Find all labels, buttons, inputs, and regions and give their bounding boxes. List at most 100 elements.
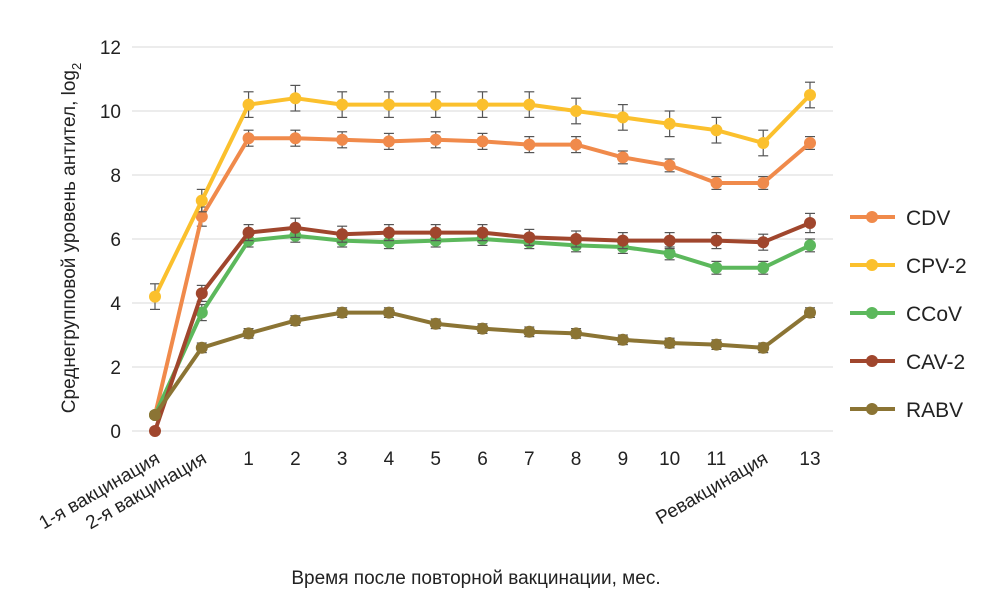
y-tick-label: 0 [110,422,121,443]
data-point [336,133,349,146]
y-tick-label: 4 [110,294,121,315]
legend-label: RABV [906,399,963,422]
data-point [616,111,629,124]
data-point [804,137,816,149]
data-point [476,322,489,335]
x-tick-label: 13 [799,449,820,470]
y-tick-label: 8 [110,166,121,187]
data-point [195,210,208,223]
data-point [476,226,489,239]
data-point [382,306,395,319]
data-point [336,306,349,319]
data-point [804,89,816,101]
legend-swatch-marker [866,211,878,223]
x-tick-label: 10 [659,449,680,470]
series-cav-2 [149,212,816,437]
legend-label: CPV-2 [906,255,967,278]
series-group [149,81,816,437]
legend-item: CDV [850,207,950,230]
series-rabv [149,306,816,421]
data-point [570,138,583,151]
legend-swatch-marker [866,259,878,271]
data-point [570,233,583,245]
data-point [429,317,442,330]
legend-item: CPV-2 [850,255,967,278]
data-point [289,92,302,105]
data-point [476,135,489,148]
x-tick-label: 7 [524,449,535,470]
data-point [804,306,816,319]
y-tick-label: 6 [110,230,121,251]
series-cpv-2 [149,81,816,310]
x-tick-label: 6 [477,449,488,470]
data-point [663,159,676,172]
y-axis-title-subscript: 2 [69,63,84,70]
data-point [242,98,255,111]
legend-label: CAV-2 [906,351,965,374]
data-point [149,425,161,437]
data-point [757,177,770,189]
x-tick-label: 11 [707,449,727,470]
data-point [289,314,302,327]
data-point [804,217,816,229]
data-point [523,231,536,244]
data-point [382,98,395,111]
data-point [570,105,583,117]
data-point [195,306,208,319]
data-point [429,226,442,239]
x-tick-label: 8 [571,449,582,470]
data-point [523,98,536,111]
series-cdv [149,129,816,421]
y-tick-label: 10 [100,102,121,123]
legend: CDV CPV-2 CCoV CAV-2 RABV [850,207,967,422]
data-point [757,261,770,274]
data-point [429,98,442,111]
data-point [195,287,208,300]
data-point [289,132,302,145]
data-point [382,226,395,239]
data-point [476,98,489,111]
data-point [523,138,536,151]
data-point [195,341,208,354]
legend-swatch-marker [866,355,878,367]
data-point [242,132,255,145]
x-tick-label: 9 [618,449,629,470]
data-point [757,236,770,249]
y-axis-title-main: Среднегрупповой уровень антител, log [59,70,80,413]
legend-item: CAV-2 [850,351,965,374]
data-point [616,151,629,164]
data-point [804,239,816,252]
data-point [570,327,583,340]
legend-swatch-marker [866,403,878,415]
x-tick-label: 5 [430,449,441,470]
x-tick-label: 3 [337,449,348,470]
legend-item: CCoV [850,303,962,326]
data-point [242,327,255,340]
data-point [757,137,770,149]
legend-label: CDV [906,207,950,230]
data-point [663,337,676,349]
y-tick-label: 12 [100,38,121,59]
x-tick-label: 2 [290,449,301,470]
y-axis-title: Среднегрупповой уровень антител, log2 [59,63,84,413]
data-point [523,325,536,338]
data-point [616,333,629,346]
data-point [710,234,723,247]
legend-label: CCoV [906,303,962,326]
data-point [616,234,629,247]
data-point [663,117,676,130]
x-tick-label: 1 [243,449,254,470]
y-axis-ticks: 0 2 4 6 8 10 12 [100,38,122,443]
x-tick-label: 4 [384,449,395,470]
legend-item: RABV [850,399,963,422]
data-point [663,234,676,247]
data-point [757,341,770,354]
data-point [710,177,723,189]
data-point [336,98,349,111]
data-point [195,194,208,207]
data-point [429,133,442,146]
data-point [242,226,255,239]
x-axis-title: Время после повторной вакцинации, мес. [291,568,660,589]
